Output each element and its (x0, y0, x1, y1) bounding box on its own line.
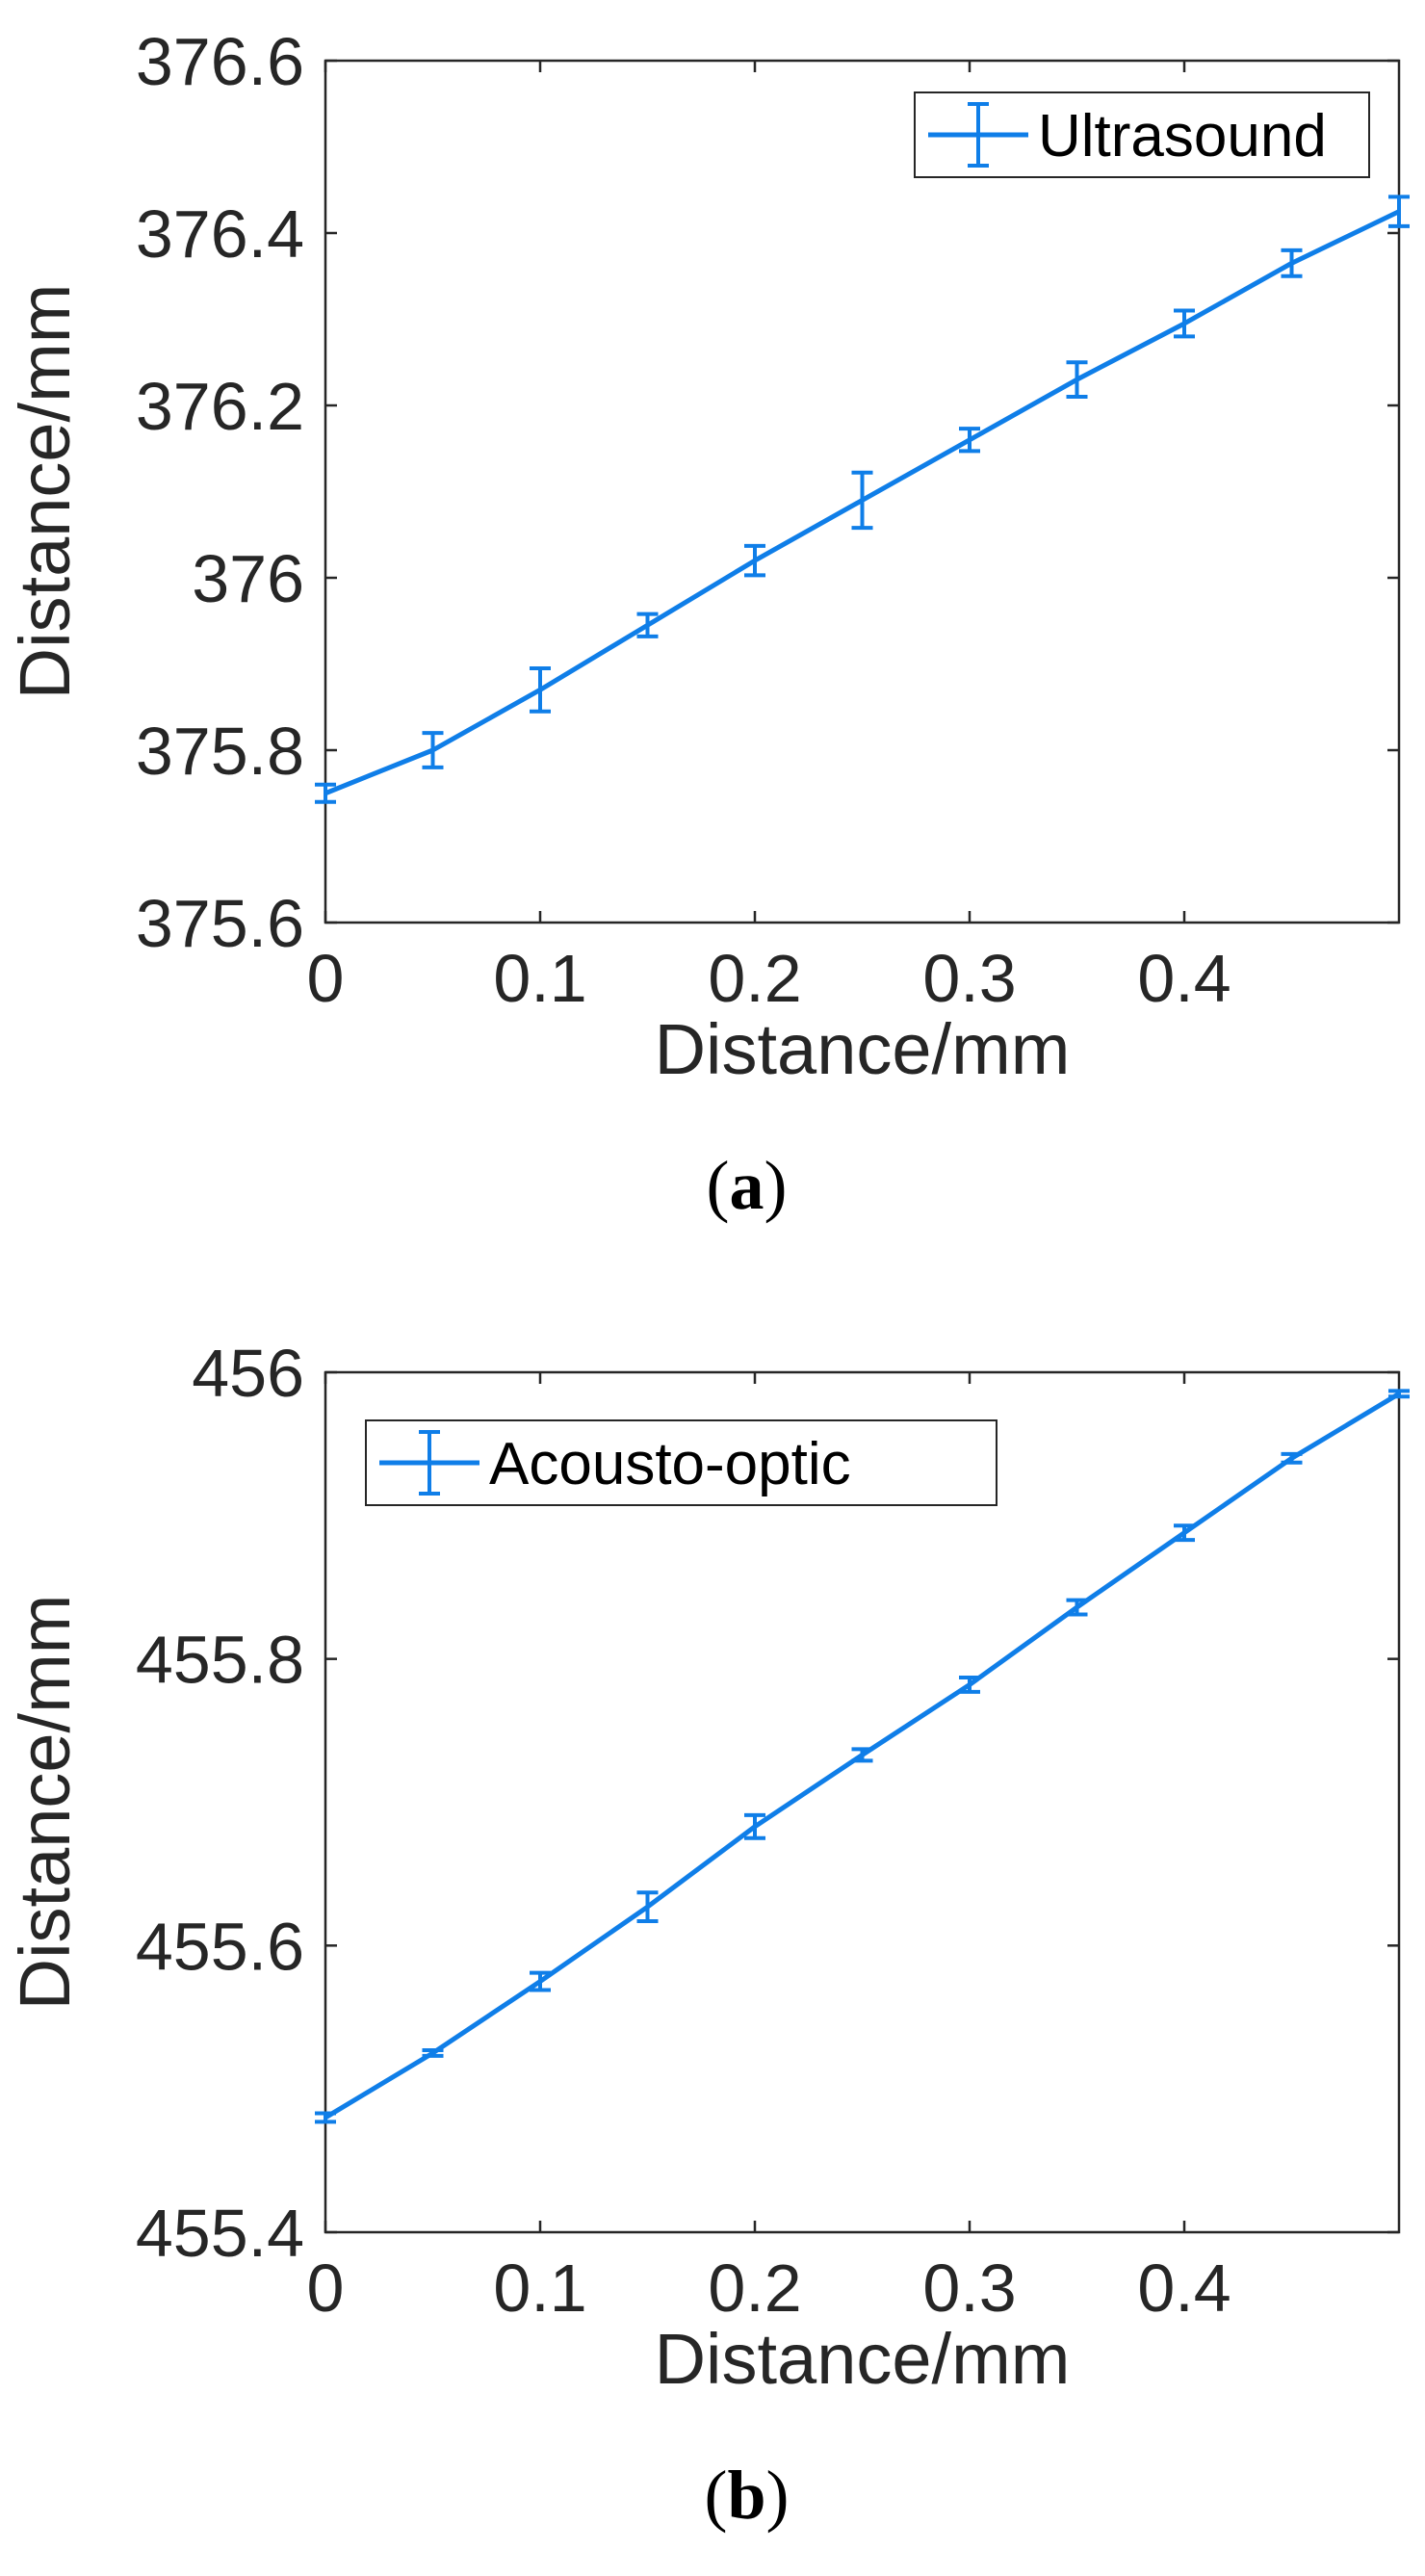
chart-b-error-bar (851, 1747, 873, 1763)
chart-b-x-tick-label: 0 (307, 2251, 345, 2326)
chart-b-x-tick-label: 0.2 (708, 2251, 801, 2326)
chart-b-error-bar (1388, 1389, 1410, 1399)
chart-a-y-axis-label: Distance/mm (5, 284, 85, 700)
chart-a-error-bar (1066, 360, 1088, 400)
chart-b-legend: Acousto-optic (365, 1419, 998, 1506)
chart-b-error-bar (530, 1970, 551, 1992)
chart-a-error-bar (1174, 308, 1195, 339)
chart-a-error-bar (744, 543, 765, 578)
chart-a-y-tick-label: 375.8 (136, 714, 304, 789)
chart-b-x-tick-label: 0.3 (922, 2251, 1016, 2326)
chart-b-x-tick-label: 0.4 (1137, 2251, 1231, 2326)
chart-a-legend-label: Ultrasound (1038, 103, 1327, 169)
chart-b-y-tick-label: 455.4 (136, 2196, 304, 2271)
chart-b-error-bar (1066, 1598, 1088, 1617)
chart-a-x-tick-label: 0 (307, 941, 345, 1016)
chart-b-error-bar (315, 2111, 336, 2124)
chart-a-error-bar (851, 470, 873, 531)
chart-b-error-bar (744, 1812, 765, 1840)
chart-a-axes-box (324, 59, 1401, 924)
chart-a-x-axis-label: Distance/mm (655, 1009, 1071, 1089)
chart-a-x-tick-label: 0.2 (708, 941, 801, 1016)
chart-a-y-tick-label: 376.6 (136, 24, 304, 99)
chart-b-x-axis-label: Distance/mm (655, 2319, 1071, 2399)
chart-a-error-bar (530, 665, 551, 714)
chart-b-y-tick-label: 455.6 (136, 1909, 304, 1984)
chart-b-y-tick-label: 456 (192, 1336, 304, 1411)
chart-b-caption: (b) (704, 2457, 789, 2534)
chart-a-error-bar (1388, 195, 1410, 228)
chart-a-error-bar (315, 782, 336, 804)
chart-a-y-tick-label: 375.6 (136, 886, 304, 961)
chart-b-error-bar (636, 1890, 659, 1924)
chart-a-caption-letter: a (730, 1147, 764, 1224)
chart-a-y-tick-label: 376.2 (136, 369, 304, 444)
chart-a-x-tick-label: 0.3 (922, 941, 1016, 1016)
chart-b-error-bar (422, 2047, 444, 2058)
chart-b-y-axis-label: Distance/mm (5, 1595, 85, 2011)
chart-b-legend-label: Acousto-optic (489, 1431, 851, 1497)
chart-b-error-bar (1281, 1451, 1303, 1465)
chart-a-x-tick-label: 0.1 (493, 941, 586, 1016)
chart-a-y-tick-label: 376.4 (136, 196, 304, 272)
chart-b-caption-letter: b (727, 2457, 765, 2534)
chart-b-error-bar (1174, 1523, 1195, 1543)
chart-a-error-bar (1281, 247, 1303, 278)
chart-a-caption: (a) (707, 1147, 788, 1224)
chart-b-axes-box (324, 1370, 1401, 2234)
chart-a-error-bar (422, 731, 444, 769)
chart-a-y-tick-label: 376 (192, 541, 304, 616)
chart-b-y-tick-label: 455.8 (136, 1623, 304, 1698)
chart-b: 0 0.1 0.2 0.3 0.4 455.4 455.6 455.8 456 Distance/… (5, 1336, 1410, 2534)
chart-a-error-bar (959, 427, 980, 454)
chart-b-x-tick-label: 0.1 (493, 2251, 586, 2326)
chart-a-error-bar (636, 611, 659, 638)
chart-a-x-tick-label: 0.4 (1137, 941, 1231, 1016)
chart-b-error-bar (959, 1676, 980, 1694)
chart-a: 0 0.1 0.2 0.3 0.4 375.6 375.8 376 376.2 376.4 376.… (5, 24, 1410, 1224)
chart-a-legend: Ultrasound (914, 91, 1370, 178)
